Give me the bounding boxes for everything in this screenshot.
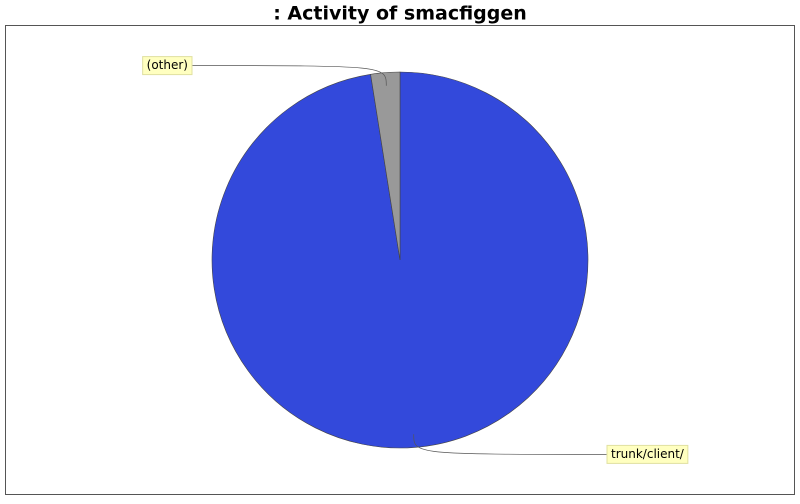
pie-slice [370,71,401,261]
chart-title: : Activity of smacfiggen [273,3,527,25]
slice-label: (other) [147,58,188,72]
label-link [413,434,608,455]
slice-label: trunk/client/ [611,447,685,461]
label-link [191,65,387,86]
label-box [606,444,689,464]
label-box [142,56,193,76]
